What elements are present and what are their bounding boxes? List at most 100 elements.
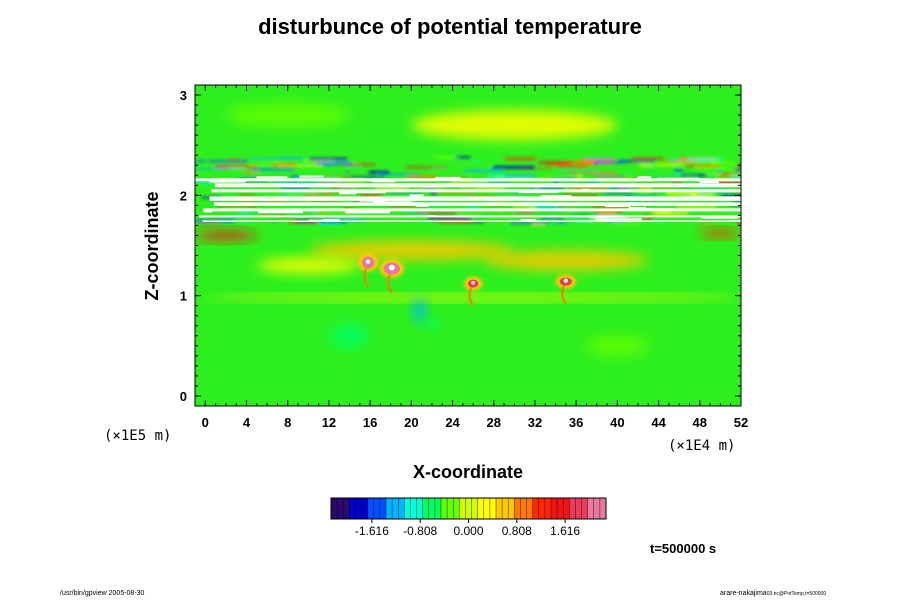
band-streak (593, 162, 598, 165)
band-streak (487, 174, 510, 178)
band-streak (427, 216, 471, 219)
colorbar-swatch (331, 498, 338, 519)
band-streak (258, 214, 280, 215)
colorbar-swatch (587, 498, 595, 519)
band-streak (374, 187, 410, 190)
colorbar-tick-label: -1.616 (355, 524, 389, 538)
out-of-range-fragment (373, 201, 411, 204)
band-streak (350, 176, 385, 178)
band-streak (248, 164, 275, 166)
band-streak (280, 187, 310, 190)
band-streak (618, 186, 631, 190)
x-axis-ticks: 0 4 8 12 16 20 24 28 32 36 40 44 48 52 (194, 85, 748, 430)
colorbar-swatch (355, 498, 362, 519)
out-of-range-fragment (590, 190, 597, 193)
y-axis-ticks: 0 1 2 3 (180, 88, 741, 404)
band-streak (601, 192, 633, 195)
plume-tail (387, 274, 393, 294)
band-streak (424, 212, 458, 214)
out-of-range-fragment (340, 191, 386, 194)
band-streak (290, 175, 300, 178)
band-streak (594, 160, 626, 164)
y-axis-label: Z-coordinate (142, 191, 162, 300)
colorbar-swatch (538, 498, 546, 519)
band-streak (655, 164, 685, 166)
out-of-range-fragment (438, 183, 452, 186)
out-of-range-fragment (339, 192, 356, 195)
band-streak (580, 159, 616, 162)
x-tick-label: 48 (693, 415, 707, 430)
band-streak (576, 175, 583, 178)
footer-right-sub: 03.nc@PotTemp,t=500000 (766, 591, 827, 597)
x-tick-label: 24 (445, 415, 460, 430)
out-of-range-streak (209, 196, 741, 201)
band-streak (237, 211, 253, 214)
band-streak (505, 174, 536, 178)
band-streak (716, 174, 741, 177)
band-streak (491, 166, 535, 169)
band-streak (531, 223, 546, 226)
band-streak (208, 160, 248, 162)
plume-core (388, 264, 395, 271)
footer-left: /usr/bin/gpview 2005-08-30 (60, 590, 145, 597)
band-streak (552, 180, 559, 184)
colorbar-swatch (453, 498, 460, 519)
chart-title: disturbunce of potential temperature (258, 14, 642, 39)
out-of-range-fragment (372, 180, 396, 183)
footer-right-main: arare-nakajima (720, 590, 767, 597)
band-streak (198, 223, 220, 224)
colorbar-swatch (544, 498, 552, 519)
band-streak (607, 180, 613, 184)
band-streak (704, 181, 741, 184)
colorbar-swatch (477, 498, 485, 519)
field-patch (413, 298, 426, 323)
out-of-range-fragment (701, 208, 731, 211)
band-streak (304, 193, 334, 196)
x-axis-label: X-coordinate (413, 462, 523, 482)
band-streak (632, 157, 664, 160)
x-tick-label: 20 (404, 415, 418, 430)
colorbar-swatch (557, 498, 564, 519)
band-streak (596, 210, 622, 214)
colorbar-swatch (343, 498, 350, 519)
x-tick-label: 4 (243, 415, 251, 430)
band-streak (660, 163, 682, 165)
colorbar-swatch (575, 498, 582, 519)
colorbar-swatch (514, 498, 521, 519)
x-tick-label: 0 (202, 415, 209, 430)
band-streak (432, 167, 446, 169)
band-streak (691, 193, 715, 196)
colorbar-swatch (428, 498, 436, 519)
band-streak (226, 217, 253, 219)
band-streak (688, 157, 725, 160)
band-streak (546, 176, 575, 179)
colorbar-swatch (563, 498, 570, 519)
out-of-range-streak (203, 208, 741, 212)
colorbar-swatch (508, 498, 515, 519)
colorbar-swatch (379, 498, 387, 519)
plume-tail (468, 287, 474, 307)
colorbar-swatch (599, 498, 607, 519)
band-streak (242, 172, 259, 174)
band-streak (368, 171, 390, 174)
band-streak (652, 210, 671, 214)
out-of-range-fragment (605, 205, 631, 208)
out-of-range-streak (214, 202, 741, 206)
y-tick-label: 0 (180, 389, 187, 404)
colorbar-swatch (392, 498, 399, 519)
band-streak (278, 165, 323, 167)
y-axis-unit: (×1E5 m) (104, 428, 171, 444)
out-of-range-fragment (415, 204, 429, 207)
out-of-range-fragment (637, 176, 652, 179)
band-streak (496, 192, 528, 194)
band-streak (654, 221, 663, 223)
band-streak (227, 159, 242, 161)
out-of-range-fragment (345, 211, 390, 214)
y-tick-label: 3 (180, 88, 187, 103)
heatmap-field (195, 85, 741, 406)
colorbar-swatch (404, 498, 411, 519)
band-streak (611, 221, 640, 224)
band-streak (551, 164, 596, 166)
y-tick-label: 2 (180, 188, 187, 203)
band-streak (583, 157, 613, 161)
